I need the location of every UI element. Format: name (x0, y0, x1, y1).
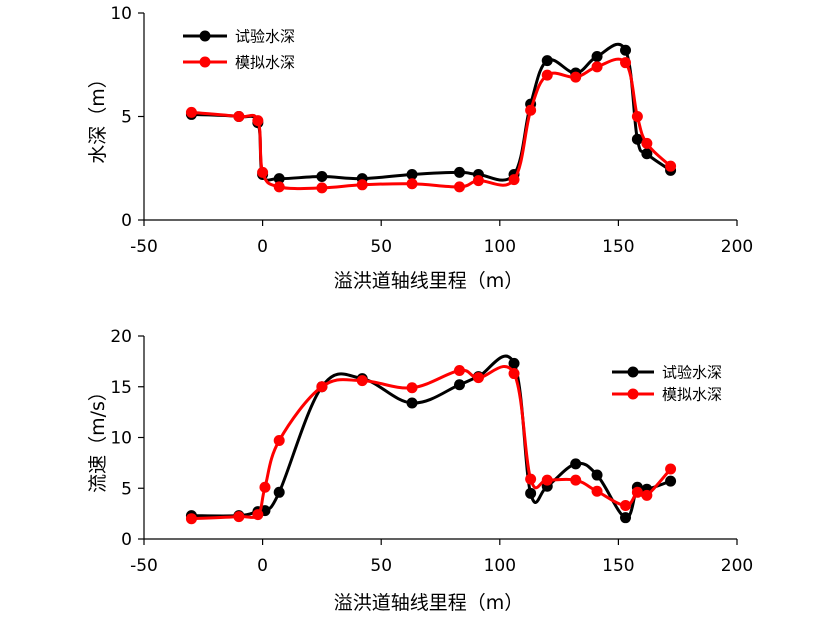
data-point (453, 181, 465, 193)
data-point (406, 178, 418, 190)
data-point (570, 458, 582, 470)
legend-marker (627, 388, 639, 400)
chart-1: -50 0 50 100 150 200 0 5 10 溢洪道轴线里程（m） 水深（m） 试验水深模拟… (87, 4, 753, 292)
data-point (665, 475, 677, 487)
y-tick-label: 0 (121, 211, 132, 231)
y-axis-label: 水深（m） (87, 69, 109, 164)
data-point (591, 485, 603, 497)
x-tick-label: -50 (130, 556, 158, 576)
legend-label: 试验水深 (235, 28, 295, 46)
data-point (541, 474, 553, 486)
data-point (525, 473, 537, 485)
x-axis-label: 溢洪道轴线里程（m） (334, 592, 524, 614)
legend-marker (199, 56, 211, 68)
data-point (259, 481, 271, 493)
data-point (406, 397, 418, 409)
x-tick-label: 150 (602, 556, 634, 576)
data-point (257, 166, 269, 178)
data-point (620, 512, 632, 524)
x-tick-label: 100 (484, 556, 516, 576)
data-point (508, 174, 520, 186)
legend-marker (627, 366, 639, 378)
data-point (631, 111, 643, 122)
y-tick-label: 0 (121, 530, 132, 550)
data-point (570, 474, 582, 486)
data-point (356, 375, 368, 387)
data-point (508, 357, 520, 369)
data-point (665, 160, 677, 172)
data-point (472, 175, 484, 187)
data-point (665, 463, 677, 475)
data-point (620, 500, 632, 512)
x-tick-label: 50 (370, 237, 392, 257)
y-tick-label: 5 (121, 479, 132, 499)
data-point (316, 381, 328, 393)
data-point (525, 487, 537, 499)
data-point (570, 71, 582, 83)
data-point (453, 365, 465, 377)
data-point (273, 173, 285, 185)
data-point (631, 486, 643, 498)
data-point (252, 115, 264, 127)
x-tick-label: 200 (721, 556, 753, 576)
x-tick-label: 0 (257, 556, 268, 576)
data-point (525, 104, 537, 116)
data-point (641, 148, 653, 160)
data-point (316, 171, 328, 183)
x-tick-label: 150 (602, 237, 634, 257)
data-point (273, 435, 285, 447)
data-point (541, 69, 553, 81)
data-point (631, 133, 643, 145)
data-point (591, 50, 603, 62)
y-tick-label: 20 (110, 327, 132, 347)
data-point (591, 469, 603, 481)
x-tick-label: 100 (484, 237, 516, 257)
data-point (508, 368, 520, 380)
y-tick-label: 10 (110, 429, 132, 449)
data-point (620, 57, 632, 69)
data-point (273, 181, 285, 193)
x-tick-label: 200 (721, 237, 753, 257)
x-axis-label: 溢洪道轴线里程（m） (334, 270, 524, 292)
data-point (641, 489, 653, 501)
chart-2: -50 0 50 100 150 200 0 5 10 15 20 溢洪道轴线里程（m） 流速（m/s）… (87, 327, 753, 614)
x-tick-label: 0 (257, 237, 268, 257)
data-point (233, 111, 245, 122)
data-point (620, 44, 632, 56)
legend-label: 模拟水深 (235, 54, 295, 72)
data-point (233, 511, 245, 523)
data-point (591, 61, 603, 73)
y-tick-label: 5 (121, 108, 132, 128)
legend-marker (199, 30, 211, 42)
data-point (252, 509, 264, 521)
data-point (641, 137, 653, 149)
legend-label: 试验水深 (662, 364, 722, 382)
data-point (453, 379, 465, 391)
data-point (356, 179, 368, 191)
data-point (472, 372, 484, 384)
data-point (185, 106, 197, 118)
data-point (316, 182, 328, 194)
data-point (453, 166, 465, 178)
data-point (185, 513, 197, 525)
y-tick-label: 10 (110, 4, 132, 24)
data-point (273, 486, 285, 498)
data-point (541, 55, 553, 67)
data-point (406, 382, 418, 394)
x-tick-label: -50 (130, 237, 158, 257)
legend-label: 模拟水深 (662, 386, 722, 404)
y-axis-label: 流速（m/s） (87, 382, 109, 493)
y-tick-label: 15 (110, 378, 132, 398)
data-point (406, 168, 418, 180)
x-tick-label: 50 (370, 556, 392, 576)
